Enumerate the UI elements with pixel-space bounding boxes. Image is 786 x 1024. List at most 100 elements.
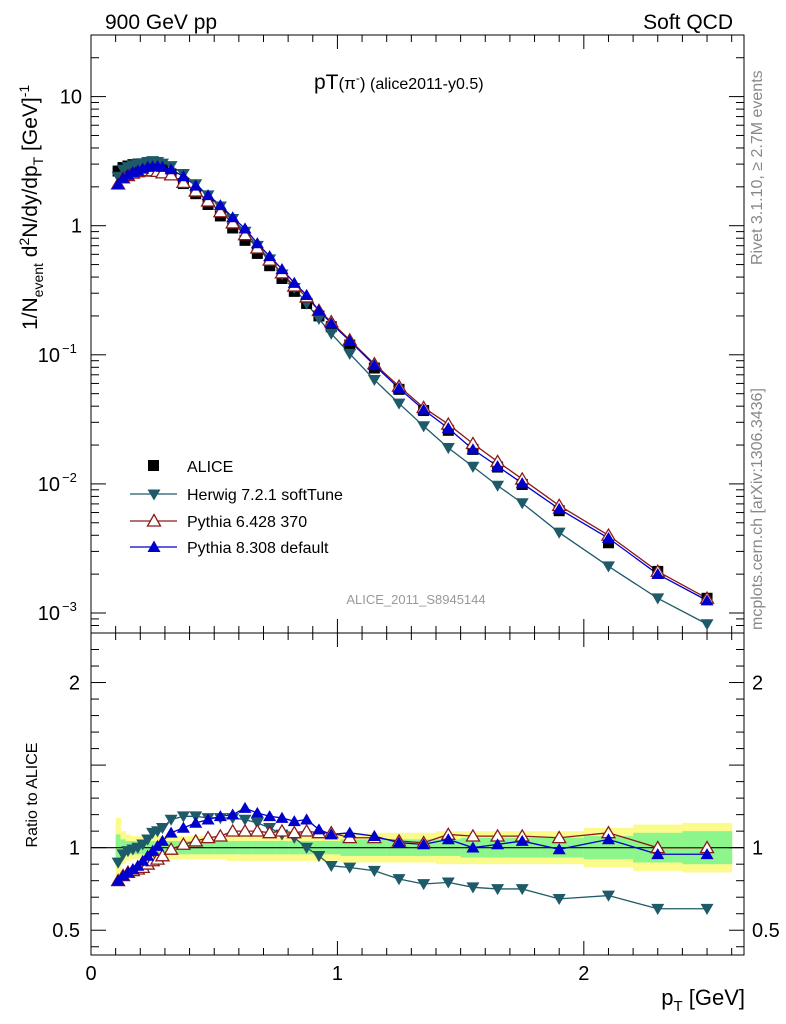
- legend-label-data: ALICE: [187, 459, 233, 476]
- ratio-tick-label-right-0: 2: [752, 673, 763, 695]
- ratio-point-py8-12: [189, 816, 203, 828]
- point-py6-9: [154, 165, 171, 179]
- x-tick-label-0: 0: [85, 963, 96, 985]
- point-py8-34: [651, 567, 665, 580]
- xlabel-a-sub: T: [673, 998, 682, 1015]
- legend-label-py6: Pythia 6.428 370: [187, 514, 307, 531]
- main-ylabel-d: [GeV]: [19, 97, 42, 157]
- ratio-point-py8-33: [601, 833, 615, 845]
- point-data-16: [239, 234, 251, 246]
- point-herwig-33: [601, 561, 615, 573]
- ratio-point-py6-15: [225, 823, 241, 837]
- main-series: [110, 156, 715, 631]
- point-py8-0: [111, 177, 125, 189]
- analysis-watermark: ALICE_2011_S8945144: [346, 592, 485, 607]
- point-herwig-30: [491, 480, 505, 492]
- ratio-point-herwig-24: [343, 862, 357, 874]
- ratio-point-py8-11: [176, 821, 190, 833]
- y-tick-label-1: 1: [71, 216, 82, 238]
- point-py8-16: [238, 222, 252, 234]
- legend-item-py6: Pythia 6.428 370: [130, 513, 307, 531]
- point-py8-12: [189, 179, 203, 191]
- legend: ALICE Herwig 7.2.1 softTune Pythia 6.428…: [130, 459, 343, 557]
- ratio-point-py6-12: [188, 833, 204, 847]
- ratio-point-py8-30: [491, 838, 505, 850]
- ratio-point-herwig-28: [441, 877, 455, 889]
- main-line-py8: [117, 165, 708, 602]
- point-herwig-28: [441, 443, 455, 455]
- main-ylabel-a-sub: event: [30, 263, 46, 297]
- legend-marker-py8: [147, 540, 161, 552]
- header-right: Soft QCD: [643, 11, 733, 34]
- point-herwig-23: [324, 328, 338, 340]
- main-ylabel-c: N/dy/dp: [19, 165, 42, 237]
- ratio-point-py6-11: [175, 836, 192, 850]
- plot-title: pT(π-) (alice2011-y0.5): [314, 71, 484, 94]
- ratio-point-py8-28: [441, 833, 455, 845]
- point-py8-25: [367, 359, 381, 371]
- point-py8-15: [226, 211, 240, 223]
- ratio-point-herwig-16: [238, 814, 252, 826]
- point-py8-23: [324, 317, 338, 329]
- ratio-point-py8-20: [287, 815, 301, 827]
- ratio-point-py6-13: [200, 830, 216, 844]
- point-py8-9: [155, 160, 169, 172]
- point-py8-14: [213, 199, 227, 211]
- ratio-point-py8-15: [226, 808, 240, 820]
- xlabel: pT [GeV]: [661, 985, 745, 1015]
- xlabel-b: [GeV]: [683, 985, 745, 1010]
- point-py6-16: [237, 227, 253, 241]
- ratio-point-herwig-29: [466, 882, 480, 894]
- header-left: 900 GeV pp: [105, 11, 217, 34]
- ratio-point-herwig-23: [324, 860, 338, 873]
- ratio-point-py6-18: [262, 825, 278, 839]
- main-ylabel: 1/Nevent d2N/dy/dpT [GeV]-1: [16, 85, 46, 330]
- point-py8-18: [263, 250, 277, 262]
- ratio-point-py6-20: [286, 825, 302, 839]
- ratio-point-py8-13: [201, 813, 215, 825]
- point-herwig-35: [700, 619, 714, 631]
- ratio-point-py6-17: [249, 823, 265, 837]
- ratio-tick-label-left-2: 0.5: [52, 920, 80, 942]
- ratio-point-herwig-27: [417, 879, 431, 891]
- ratio-tick-label-right-2: 0.5: [752, 920, 780, 942]
- point-py8-20: [287, 276, 301, 288]
- ratio-point-py8-24: [343, 826, 357, 838]
- point-py6-14: [212, 204, 229, 218]
- ratio-point-py8-14: [213, 810, 227, 822]
- ratio-point-herwig-17: [250, 818, 264, 830]
- axis-ticks: [90, 34, 744, 955]
- ratio-point-herwig-10: [164, 814, 178, 826]
- y-tick-exp-2: −1: [62, 341, 77, 356]
- ratio-point-py8-27: [417, 838, 431, 850]
- point-herwig-31: [515, 498, 529, 510]
- ratio-point-herwig-25: [367, 865, 381, 877]
- ratio-point-py8-35: [700, 848, 714, 860]
- ratio-point-herwig-32: [552, 893, 566, 906]
- plot-title-particle-close: ): [360, 74, 366, 93]
- ratio-frame: [90, 632, 745, 956]
- point-herwig-25: [367, 374, 381, 386]
- ratio-point-herwig-31: [515, 884, 529, 896]
- ratio-point-herwig-35: [700, 903, 714, 915]
- point-py8-26: [392, 382, 406, 394]
- ratio-point-py8-9: [155, 834, 169, 846]
- plot-title-ref: (alice2011-y0.5): [366, 76, 484, 93]
- ratio-point-herwig-33: [601, 890, 615, 902]
- point-herwig-34: [651, 593, 665, 605]
- legend-label-py8: Pythia 8.308 default: [187, 540, 329, 557]
- rivet-label: Rivet 3.1.10, ≥ 2.7M events: [749, 70, 766, 265]
- ratio-point-herwig-0: [111, 857, 125, 869]
- ratio-point-py8-17: [250, 806, 264, 818]
- legend-marker-py6: [146, 513, 162, 527]
- ratio-point-py8-16: [238, 801, 252, 813]
- ratio-point-py8-32: [552, 843, 566, 855]
- point-herwig-32: [552, 527, 566, 539]
- x-tick-label-2: 2: [578, 963, 589, 985]
- legend-label-herwig: Herwig 7.2.1 softTune: [187, 487, 343, 504]
- y-tick-exp-4: −3: [62, 599, 77, 614]
- ratio-point-py6-14: [212, 828, 229, 842]
- main-ylabel-a: 1/N: [19, 297, 42, 330]
